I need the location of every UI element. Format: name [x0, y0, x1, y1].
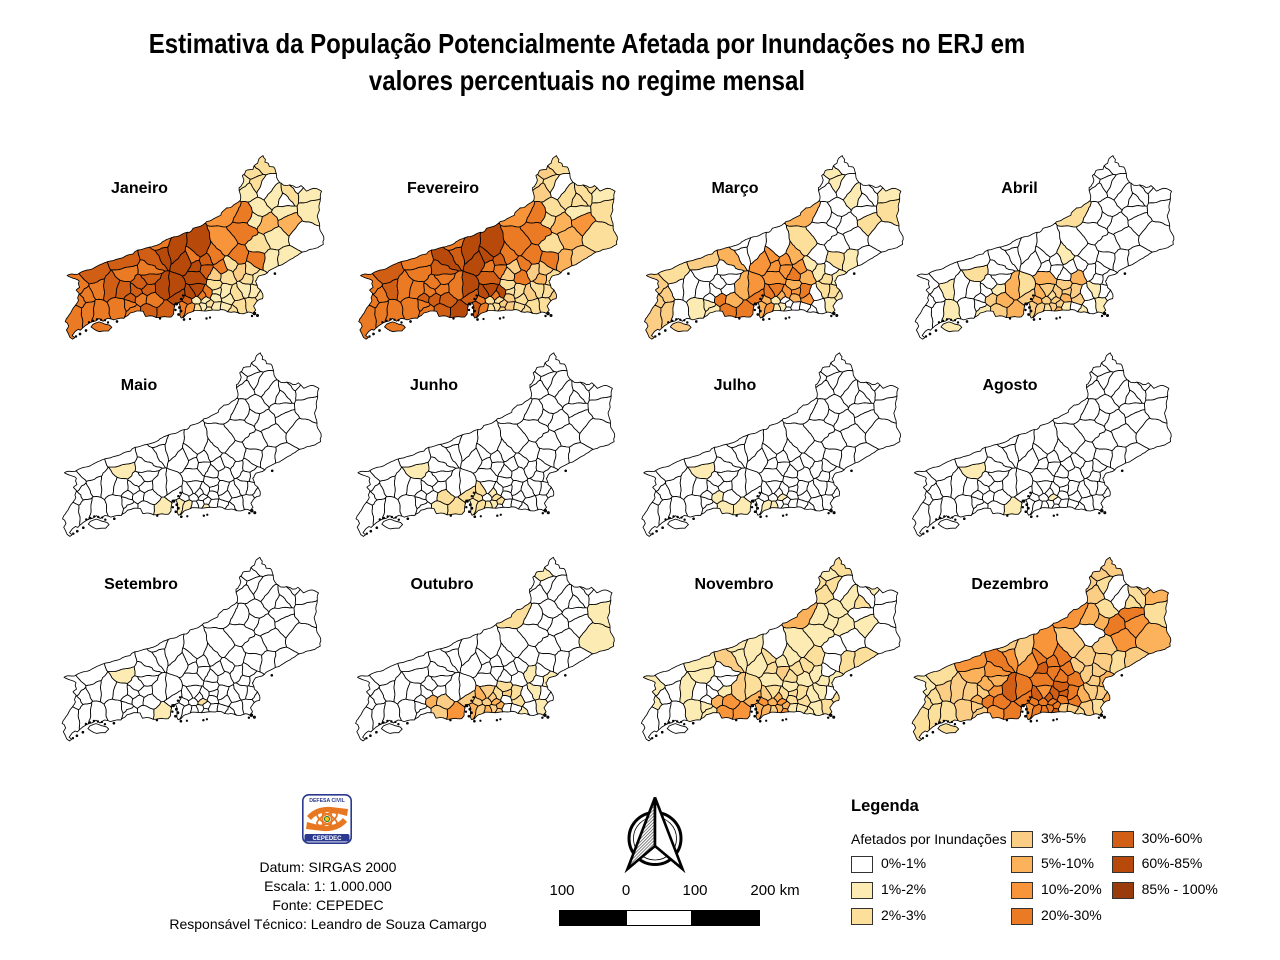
svg-text:CEPEDEC: CEPEDEC	[312, 836, 342, 842]
svg-text:DEFESA CIVIL: DEFESA CIVIL	[309, 798, 345, 804]
